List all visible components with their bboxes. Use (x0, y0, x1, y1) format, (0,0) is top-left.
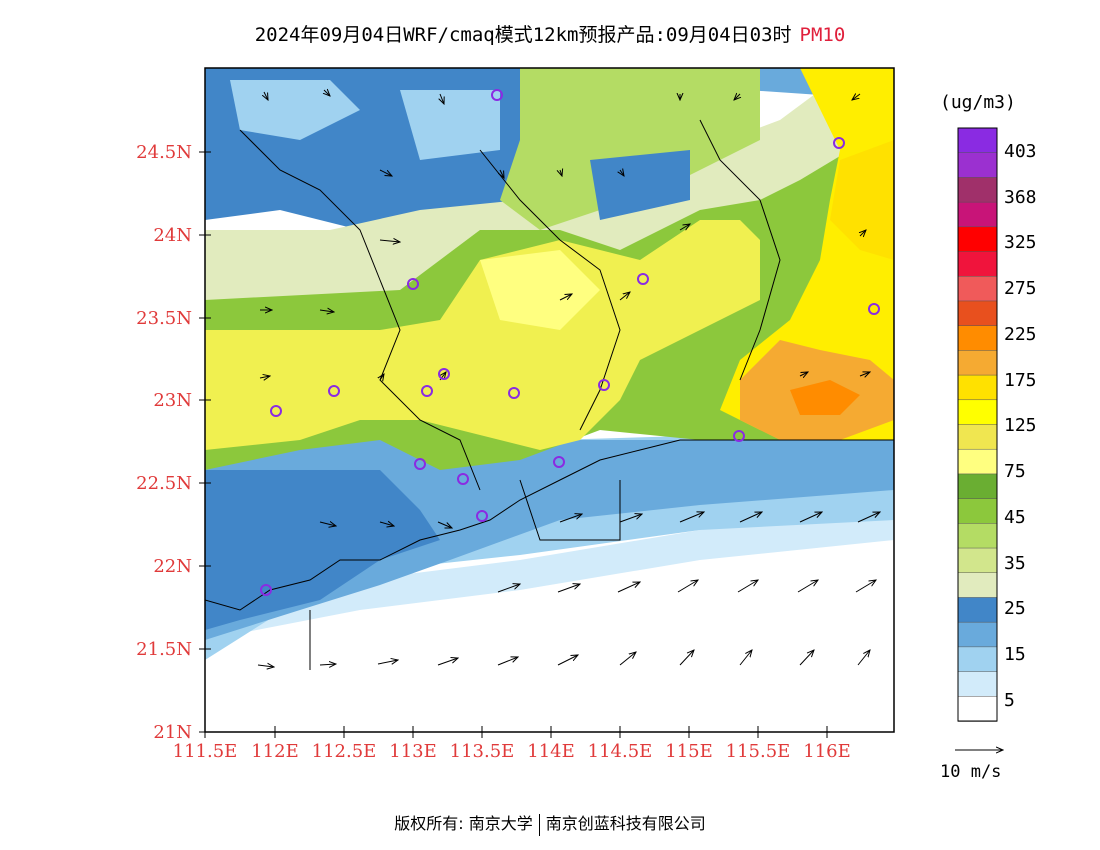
legend-swatch (957, 399, 998, 426)
legend-swatch (957, 152, 998, 179)
legend-label: 75 (1004, 461, 1026, 482)
city-marker (491, 89, 503, 101)
legend-swatch (957, 621, 998, 648)
city-markers (260, 89, 880, 596)
city-marker (270, 405, 282, 417)
x-tick-label: 114E (527, 741, 575, 762)
legend-swatch (957, 671, 998, 698)
legend-label: 368 (1004, 187, 1037, 208)
legend-swatch (957, 177, 998, 203)
legend-swatch (957, 325, 998, 352)
x-axis-labels: 111.5E 112E 112.5E 113E 113.5E 114E 114.… (173, 741, 851, 762)
legend-label: 403 (1004, 141, 1037, 162)
legend-label: 35 (1004, 553, 1026, 574)
title-main: 2024年09月04日WRF/cmaq模式12km预报产品:09月04日03时 (254, 24, 792, 46)
legend-label: 175 (1004, 370, 1037, 391)
x-tick-label: 112E (251, 741, 299, 762)
city-marker (733, 430, 745, 442)
legend-swatch (957, 448, 998, 475)
legend-label: 125 (1004, 415, 1037, 436)
legend-label: 275 (1004, 278, 1037, 299)
legend-swatch (957, 127, 998, 154)
legend-swatch (957, 498, 998, 525)
city-marker (414, 458, 426, 470)
city-marker (421, 385, 433, 397)
legend-swatch (957, 300, 998, 327)
x-tick-label: 112.5E (312, 741, 377, 762)
legend-swatch (957, 201, 998, 228)
x-tick-label: 113.5E (450, 741, 515, 762)
copyright-label: 版权所有: (394, 814, 464, 833)
legend-label: 15 (1004, 644, 1026, 665)
legend-label: 225 (1004, 324, 1037, 345)
legend-swatch (957, 473, 998, 500)
legend-swatch (957, 350, 998, 376)
boundaries (205, 119, 894, 670)
x-tick-label: 115.5E (726, 741, 791, 762)
city-marker (328, 385, 340, 397)
legend-swatch (957, 251, 998, 277)
legend-swatch (957, 523, 998, 549)
x-tick-label: 115E (665, 741, 713, 762)
city-marker (868, 303, 880, 315)
y-axis-labels: 24.5N 24N 23.5N 23N 22.5N 22N 21.5N 21N (136, 142, 192, 743)
legend-label: 325 (1004, 232, 1037, 253)
y-tick-label: 21.5N (136, 639, 192, 660)
y-tick-label: 23N (153, 390, 192, 411)
legend-label: 45 (1004, 507, 1026, 528)
legend-swatch (957, 226, 998, 253)
legend-swatch (957, 646, 998, 673)
city-marker (508, 387, 520, 399)
x-tick-label: 113E (389, 741, 437, 762)
title-variable: PM10 (799, 24, 846, 46)
legend-label: 25 (1004, 598, 1026, 619)
y-tick-label: 22N (153, 556, 192, 577)
y-tick-label: 24N (153, 225, 192, 246)
map-title: 2024年09月04日WRF/cmaq模式12km预报产品:09月04日03时 P… (0, 20, 1100, 47)
legend-label: 5 (1004, 690, 1015, 711)
legend-swatch (957, 276, 998, 302)
legend-frame (957, 127, 998, 722)
legend-swatch (957, 547, 998, 574)
legend-swatch (957, 696, 998, 722)
city-marker (476, 510, 488, 522)
city-marker (553, 456, 565, 468)
y-tick-label: 24.5N (136, 142, 192, 163)
y-tick-label: 23.5N (136, 308, 192, 329)
city-marker (457, 473, 469, 485)
legend-swatch (957, 572, 998, 599)
copyright: 版权所有: 南京大学 南京创蓝科技有限公司 (0, 810, 1100, 836)
wind-vectors (257, 90, 880, 667)
city-marker (598, 379, 610, 391)
copyright-separator (538, 813, 540, 836)
x-tick-label: 114.5E (588, 741, 653, 762)
wind-reference-label: 10 m/s (940, 762, 1002, 782)
city-marker (260, 584, 272, 596)
legend-colorbar (957, 127, 998, 722)
city-marker (833, 137, 845, 149)
copyright-org2: 南京创蓝科技有限公司 (545, 814, 706, 833)
city-marker (407, 278, 419, 290)
copyright-org1: 南京大学 (468, 814, 533, 833)
x-tick-label: 116E (803, 741, 851, 762)
legend-swatch (957, 424, 998, 450)
x-tick-label: 111.5E (173, 741, 238, 762)
y-tick-label: 22.5N (136, 473, 192, 494)
legend-swatch (957, 597, 998, 623)
y-tick-label: 21N (153, 722, 192, 743)
legend-unit: (ug/m3) (940, 92, 1016, 113)
city-marker (438, 368, 450, 380)
city-marker (637, 273, 649, 285)
x-tick-marks (204, 726, 828, 738)
concentration-field (205, 68, 894, 732)
legend-swatch (957, 374, 998, 401)
